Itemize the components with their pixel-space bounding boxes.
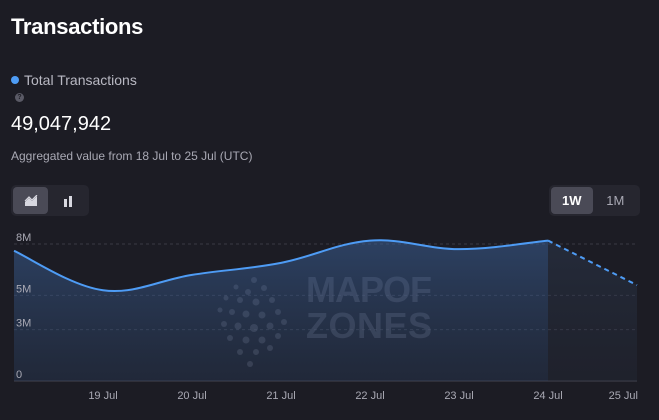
- page-title: Transactions: [11, 14, 144, 39]
- time-range-toggle: 1W 1M: [549, 185, 640, 216]
- range-1w-button[interactable]: 1W: [551, 187, 593, 214]
- x-tick-label: 19 Jul: [88, 390, 117, 402]
- y-tick-label: 8M: [16, 232, 31, 244]
- x-tick-label: 24 Jul: [533, 390, 562, 402]
- x-tick-label: 20 Jul: [177, 390, 206, 402]
- x-tick-label: 25 Jul: [609, 390, 638, 402]
- total-transactions-value: 49,047,942: [11, 113, 112, 135]
- aggregation-subtitle: Aggregated value from 18 Jul to 25 Jul (…: [11, 149, 253, 163]
- x-tick-label: 22 Jul: [355, 390, 384, 402]
- range-1m-button[interactable]: 1M: [606, 193, 625, 208]
- bar-chart-button[interactable]: [50, 187, 85, 214]
- series-area: [14, 240, 548, 381]
- chart-type-toggle: [11, 185, 89, 216]
- series-line: [13, 239, 549, 292]
- y-tick-label: 0: [16, 369, 22, 381]
- y-tick-label: 5M: [16, 283, 31, 295]
- legend: Total Transactions: [11, 72, 137, 88]
- x-tick-label: 23 Jul: [444, 390, 473, 402]
- area-chart-button[interactable]: [13, 187, 48, 214]
- projected-area: [548, 240, 637, 381]
- legend-dot: [11, 76, 19, 84]
- legend-label: Total Transactions: [24, 72, 137, 88]
- y-tick-label: 3M: [16, 318, 31, 330]
- x-tick-label: 21 Jul: [266, 390, 295, 402]
- projected-line: [547, 239, 638, 286]
- question-icon[interactable]: ?: [15, 93, 24, 102]
- bar-chart-icon: [63, 195, 72, 207]
- area-chart-icon: [24, 194, 37, 206]
